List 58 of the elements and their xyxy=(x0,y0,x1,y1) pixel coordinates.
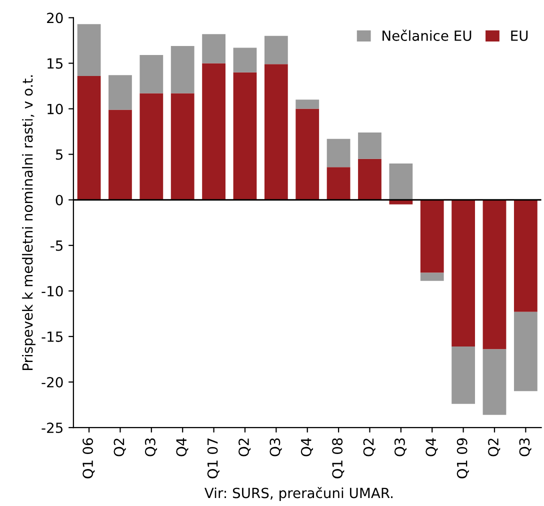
bar xyxy=(326,167,350,200)
legend-label: EU xyxy=(511,30,528,41)
bar xyxy=(170,93,194,200)
bar xyxy=(358,158,382,200)
y-tick-label: -15 xyxy=(42,332,63,342)
y-tick-label: -10 xyxy=(42,286,63,296)
bar xyxy=(452,346,476,404)
bar xyxy=(452,200,476,347)
bar xyxy=(77,76,101,200)
y-tick-label: 5 xyxy=(56,149,63,160)
bar xyxy=(140,93,164,200)
bar xyxy=(296,100,320,109)
bar xyxy=(389,163,413,200)
y-tick-label: -25 xyxy=(42,422,63,434)
bar xyxy=(420,272,444,281)
bar xyxy=(233,72,257,200)
bar xyxy=(170,46,194,94)
bar xyxy=(77,24,101,76)
x-tick-label: Q1 06 xyxy=(82,438,95,478)
y-tick-label: 0 xyxy=(56,194,63,206)
x-tick-label: Q4 xyxy=(426,438,438,456)
x-tick-label: Q3 xyxy=(394,438,407,456)
x-tick-label: Q3 xyxy=(519,438,532,456)
bar xyxy=(108,75,132,110)
x-tick-label: Q2 xyxy=(114,438,126,456)
y-tick-label: -5 xyxy=(50,240,63,251)
y-tick-label: 20 xyxy=(47,12,63,24)
bar xyxy=(140,55,164,94)
x-tick-label: Q2 xyxy=(488,438,500,456)
bar xyxy=(264,64,288,200)
x-tick-label: Q4 xyxy=(176,438,188,456)
y-tick-label: 15 xyxy=(48,58,63,69)
bar xyxy=(482,200,506,350)
bar xyxy=(326,138,350,168)
x-tick-label: Q2 xyxy=(363,438,376,456)
legend-label: Nečlanice EU xyxy=(382,30,472,41)
bar xyxy=(514,200,538,312)
bar xyxy=(358,132,382,159)
x-tick-label: Q1 09 xyxy=(456,438,469,478)
bar xyxy=(202,34,226,64)
bar xyxy=(108,110,132,200)
bar xyxy=(514,312,538,392)
y-tick-label: 10 xyxy=(48,104,63,114)
x-tick-label: Q4 xyxy=(300,438,313,456)
bar xyxy=(296,108,320,200)
text: Vir: SURS, preračuni UMAR. xyxy=(204,486,392,501)
bar xyxy=(264,36,288,64)
bar xyxy=(233,48,257,72)
x-tick-label: Q1 08 xyxy=(332,438,344,478)
y-axis-title: Prispevek k medletni nominalni rasti, v o.t. xyxy=(22,75,36,370)
x-tick-label: Q3 xyxy=(270,438,282,456)
x-tick-label: Q1 07 xyxy=(207,438,220,478)
x-tick-label: Q3 xyxy=(144,438,158,456)
y-tick-label: -20 xyxy=(42,377,63,388)
x-tick-label: Q2 xyxy=(238,438,251,456)
bar xyxy=(482,349,506,415)
bar xyxy=(420,200,444,273)
bar xyxy=(202,63,226,200)
